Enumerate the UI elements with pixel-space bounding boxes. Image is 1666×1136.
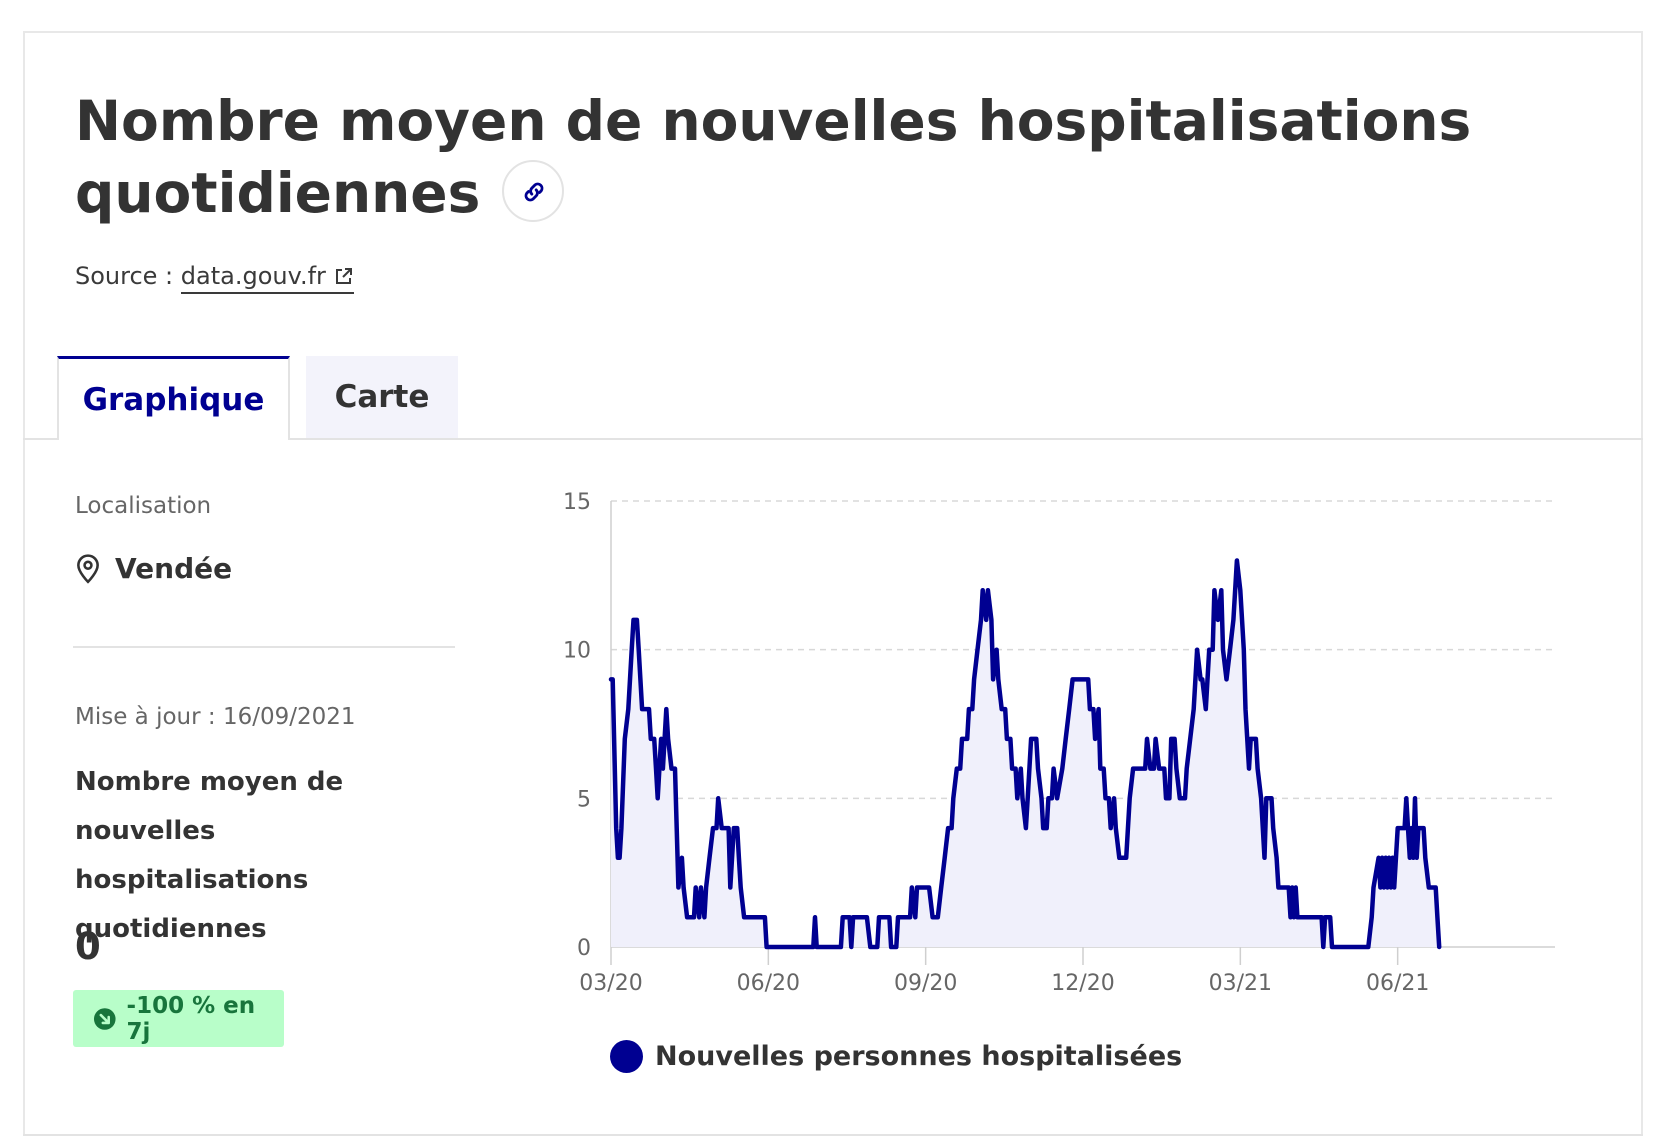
sidebar-divider [73, 646, 455, 648]
tab-graphique[interactable]: Graphique [57, 356, 290, 440]
page-title: Nombre moyen de nouvelles hospitalisatio… [75, 85, 1475, 229]
y-tick-label: 5 [577, 787, 591, 812]
y-tick-label: 0 [577, 936, 591, 961]
kpi-label: Nombre moyen de nouvelles hospitalisatio… [75, 767, 344, 944]
update-date: Mise à jour : 16/09/2021 [75, 704, 356, 730]
legend-swatch [610, 1040, 643, 1073]
y-tick-label: 10 [563, 639, 591, 664]
source-prefix: Source : [75, 262, 181, 290]
x-tick-label: 09/20 [894, 971, 957, 996]
series-line [608, 558, 1442, 950]
trend-badge-text: -100 % en 7j [126, 992, 256, 1045]
kpi-value: 0 [75, 925, 101, 968]
location-value: Vendée [115, 552, 233, 585]
chart-legend: Nouvelles personnes hospitalisées [610, 1040, 1182, 1073]
copy-link-button[interactable] [502, 159, 565, 222]
x-tick-label: 03/21 [1209, 971, 1272, 996]
tab-carte[interactable]: Carte [306, 356, 458, 438]
series-area [611, 560, 1440, 947]
tab-carte-label: Carte [334, 379, 430, 415]
trend-down-icon [93, 1007, 116, 1030]
location-selector[interactable]: Vendée [75, 552, 232, 585]
y-tick-label: 15 [563, 490, 591, 515]
x-tick-label: 12/20 [1051, 971, 1114, 996]
indicator-card [23, 31, 1643, 1136]
legend-label: Nouvelles personnes hospitalisées [655, 1041, 1183, 1072]
tab-graphique-label: Graphique [82, 381, 265, 418]
source-link-text: data.gouv.fr [180, 262, 326, 290]
link-icon [524, 182, 544, 202]
x-tick-label: 03/20 [579, 971, 642, 996]
x-tick-label: 06/21 [1366, 971, 1429, 996]
page-title-text: Nombre moyen de nouvelles hospitalisatio… [75, 89, 1472, 225]
map-pin-icon [77, 553, 99, 584]
location-label: Localisation [75, 493, 212, 519]
card-bottom-divider [23, 1134, 1643, 1136]
tab-divider [23, 438, 1643, 440]
x-tick-label: 06/20 [737, 971, 800, 996]
source-link[interactable]: data.gouv.fr [180, 262, 354, 294]
external-link-icon [335, 268, 352, 284]
trend-badge: -100 % en 7j [73, 990, 284, 1047]
source-line: Source : data.gouv.fr [75, 262, 354, 294]
